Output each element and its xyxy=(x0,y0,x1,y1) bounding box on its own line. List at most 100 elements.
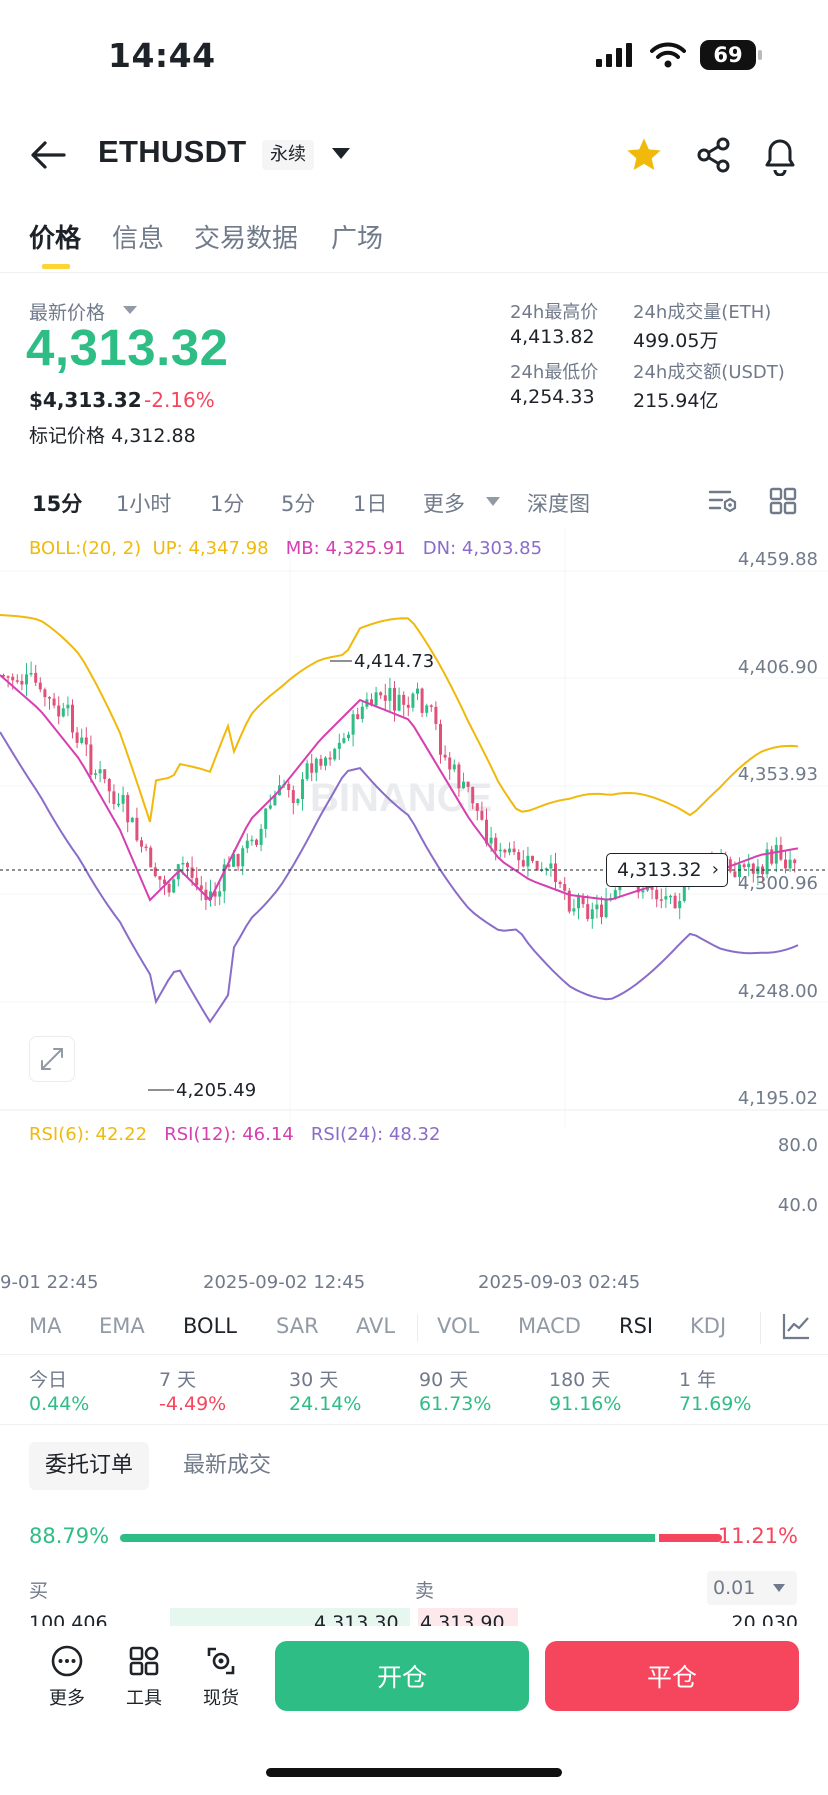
current-price-tag[interactable]: 4,313.32 › xyxy=(606,853,728,887)
boll-mb-value: MB: 4,325.91 xyxy=(285,538,406,559)
divider xyxy=(760,1312,761,1344)
chevron-right-icon: › xyxy=(711,859,719,880)
indicator-avl[interactable]: AVL xyxy=(356,1314,396,1338)
buy-column-label: 买 xyxy=(29,1580,49,1602)
more-label: 更多 xyxy=(49,1688,85,1709)
back-arrow-icon[interactable] xyxy=(28,135,68,175)
buy-ratio-bar xyxy=(120,1534,655,1542)
caret-down-icon[interactable] xyxy=(486,497,500,506)
y-axis-label: 4,195.02 xyxy=(737,1088,818,1109)
rsi24-value: RSI(24): 48.32 xyxy=(310,1124,441,1145)
indicator-ma[interactable]: MA xyxy=(29,1314,62,1338)
tab-info[interactable]: 信息 xyxy=(112,224,165,254)
interval-more[interactable]: 更多 xyxy=(423,492,465,516)
perf-label-90d: 90 天 xyxy=(419,1369,469,1391)
star-icon[interactable] xyxy=(623,135,665,175)
tools-button[interactable]: 工具 xyxy=(114,1644,174,1710)
home-indicator xyxy=(266,1768,562,1777)
indicator-rsi[interactable]: RSI xyxy=(619,1314,654,1338)
indicator-boll[interactable]: BOLL xyxy=(183,1314,237,1338)
chevron-down-icon[interactable] xyxy=(332,148,350,159)
wifi-icon xyxy=(650,42,686,68)
chart-settings-icon[interactable] xyxy=(708,487,738,515)
y-axis-label: 4,353.93 xyxy=(737,764,818,785)
price-change-percent: -2.16% xyxy=(144,388,215,412)
layout-grid-icon[interactable] xyxy=(769,487,797,515)
caret-down-icon xyxy=(773,1584,785,1592)
interval-1d[interactable]: 1日 xyxy=(353,492,388,516)
share-icon[interactable] xyxy=(694,135,734,175)
mark-price-value: 4,312.88 xyxy=(111,425,196,447)
status-time: 14:44 xyxy=(108,36,216,75)
close-position-button[interactable]: 平仓 xyxy=(545,1641,799,1711)
high-24h-label: 24h最高价 xyxy=(510,302,599,323)
mark-price-label: 标记价格 xyxy=(29,425,106,447)
tab-order-book[interactable]: 委托订单 xyxy=(29,1442,150,1490)
open-position-button[interactable]: 开仓 xyxy=(275,1641,529,1711)
sell-ratio-bar xyxy=(659,1534,722,1542)
bell-icon[interactable] xyxy=(761,134,799,176)
depth-precision-value: 0.01 xyxy=(713,1577,756,1599)
order-row-bid-price: 4,313.30 xyxy=(314,1612,399,1626)
interval-5m[interactable]: 5分 xyxy=(281,492,316,516)
watermark: BINANCE xyxy=(310,776,492,820)
depth-chart-tab[interactable]: 深度图 xyxy=(527,492,590,516)
rsi6-value: RSI(6): 42.22 xyxy=(29,1124,148,1145)
perf-label-180d: 180 天 xyxy=(549,1369,611,1391)
low-24h-value: 4,254.33 xyxy=(510,386,595,408)
battery-level: 69 xyxy=(713,43,743,67)
more-dots-icon xyxy=(51,1645,83,1677)
order-row-ask-qty: 20,030 xyxy=(731,1612,798,1626)
rsi-legend: RSI(6): 42.22 RSI(12): 46.14 RSI(24): 48… xyxy=(29,1124,440,1145)
boll-lower-line xyxy=(0,731,799,1024)
tab-recent-trades[interactable]: 最新成交 xyxy=(183,1453,272,1478)
x-axis-label: 2025-09-03 02:45 xyxy=(478,1272,641,1293)
mark-price: 标记价格 4,312.88 xyxy=(29,421,196,448)
interval-1m[interactable]: 1分 xyxy=(210,492,245,516)
more-button[interactable]: 更多 xyxy=(37,1644,97,1710)
perf-label-7d: 7 天 xyxy=(159,1369,197,1391)
battery-icon: 69 xyxy=(700,40,762,70)
last-price-label[interactable]: 最新价格 xyxy=(29,302,106,324)
indicator-ema[interactable]: EMA xyxy=(99,1314,145,1338)
interval-15m[interactable]: 15分 xyxy=(32,492,83,516)
x-axis-label: 2025-09-02 12:45 xyxy=(203,1272,366,1293)
boll-legend: BOLL:(20, 2) UP: 4,347.98 MB: 4,325.91 D… xyxy=(29,538,542,559)
perf-value-90d: 61.73% xyxy=(419,1393,492,1415)
indicator-kdj[interactable]: KDJ xyxy=(690,1314,727,1338)
tab-trading-data[interactable]: 交易数据 xyxy=(194,224,299,254)
price-low-marker: 4,205.49 xyxy=(148,1080,256,1101)
tab-price[interactable]: 价格 xyxy=(29,224,82,254)
x-axis-label: 9-01 22:45 xyxy=(0,1272,99,1293)
turnover-24h-label: 24h成交额(USDT) xyxy=(633,362,785,383)
tools-label: 工具 xyxy=(126,1688,162,1709)
y-axis-label: 4,248.00 xyxy=(737,981,818,1002)
indicator-macd[interactable]: MACD xyxy=(518,1314,581,1338)
symbol-title[interactable]: ETHUSDT xyxy=(98,134,247,169)
candlestick-chart[interactable]: BINANCE 4,414.73 4,205.49 xyxy=(0,527,828,1127)
sell-column-label: 卖 xyxy=(415,1580,435,1602)
y-axis-label: 4,300.96 xyxy=(737,873,818,894)
ask-depth-bar xyxy=(418,1608,518,1626)
spot-button[interactable]: 现货 xyxy=(191,1644,251,1710)
perf-value-1y: 71.69% xyxy=(679,1393,752,1415)
perf-value-180d: 91.16% xyxy=(549,1393,622,1415)
interval-1h[interactable]: 1小时 xyxy=(116,492,172,516)
indicator-settings-icon[interactable] xyxy=(781,1311,811,1341)
high-24h-value: 4,413.82 xyxy=(510,326,595,348)
perf-value-7d: -4.49% xyxy=(159,1393,227,1415)
fullscreen-button[interactable] xyxy=(29,1036,75,1082)
y-axis-label: 4,459.88 xyxy=(737,549,818,570)
indicator-vol[interactable]: VOL xyxy=(437,1314,480,1338)
usd-price: $4,313.32 xyxy=(29,388,142,412)
rsi-y-label: 80.0 xyxy=(777,1135,818,1156)
boll-name: BOLL:(20, 2) xyxy=(29,538,142,559)
depth-precision-select[interactable]: 0.01 xyxy=(707,1571,797,1605)
indicator-sar[interactable]: SAR xyxy=(276,1314,319,1338)
boll-up-value: UP: 4,347.98 xyxy=(152,538,269,559)
y-axis-label: 4,406.90 xyxy=(737,657,818,678)
price-high-marker: 4,414.73 xyxy=(330,651,434,672)
tab-square[interactable]: 广场 xyxy=(331,224,384,254)
caret-down-icon[interactable] xyxy=(123,306,137,314)
current-price-tag-value: 4,313.32 xyxy=(617,859,702,881)
